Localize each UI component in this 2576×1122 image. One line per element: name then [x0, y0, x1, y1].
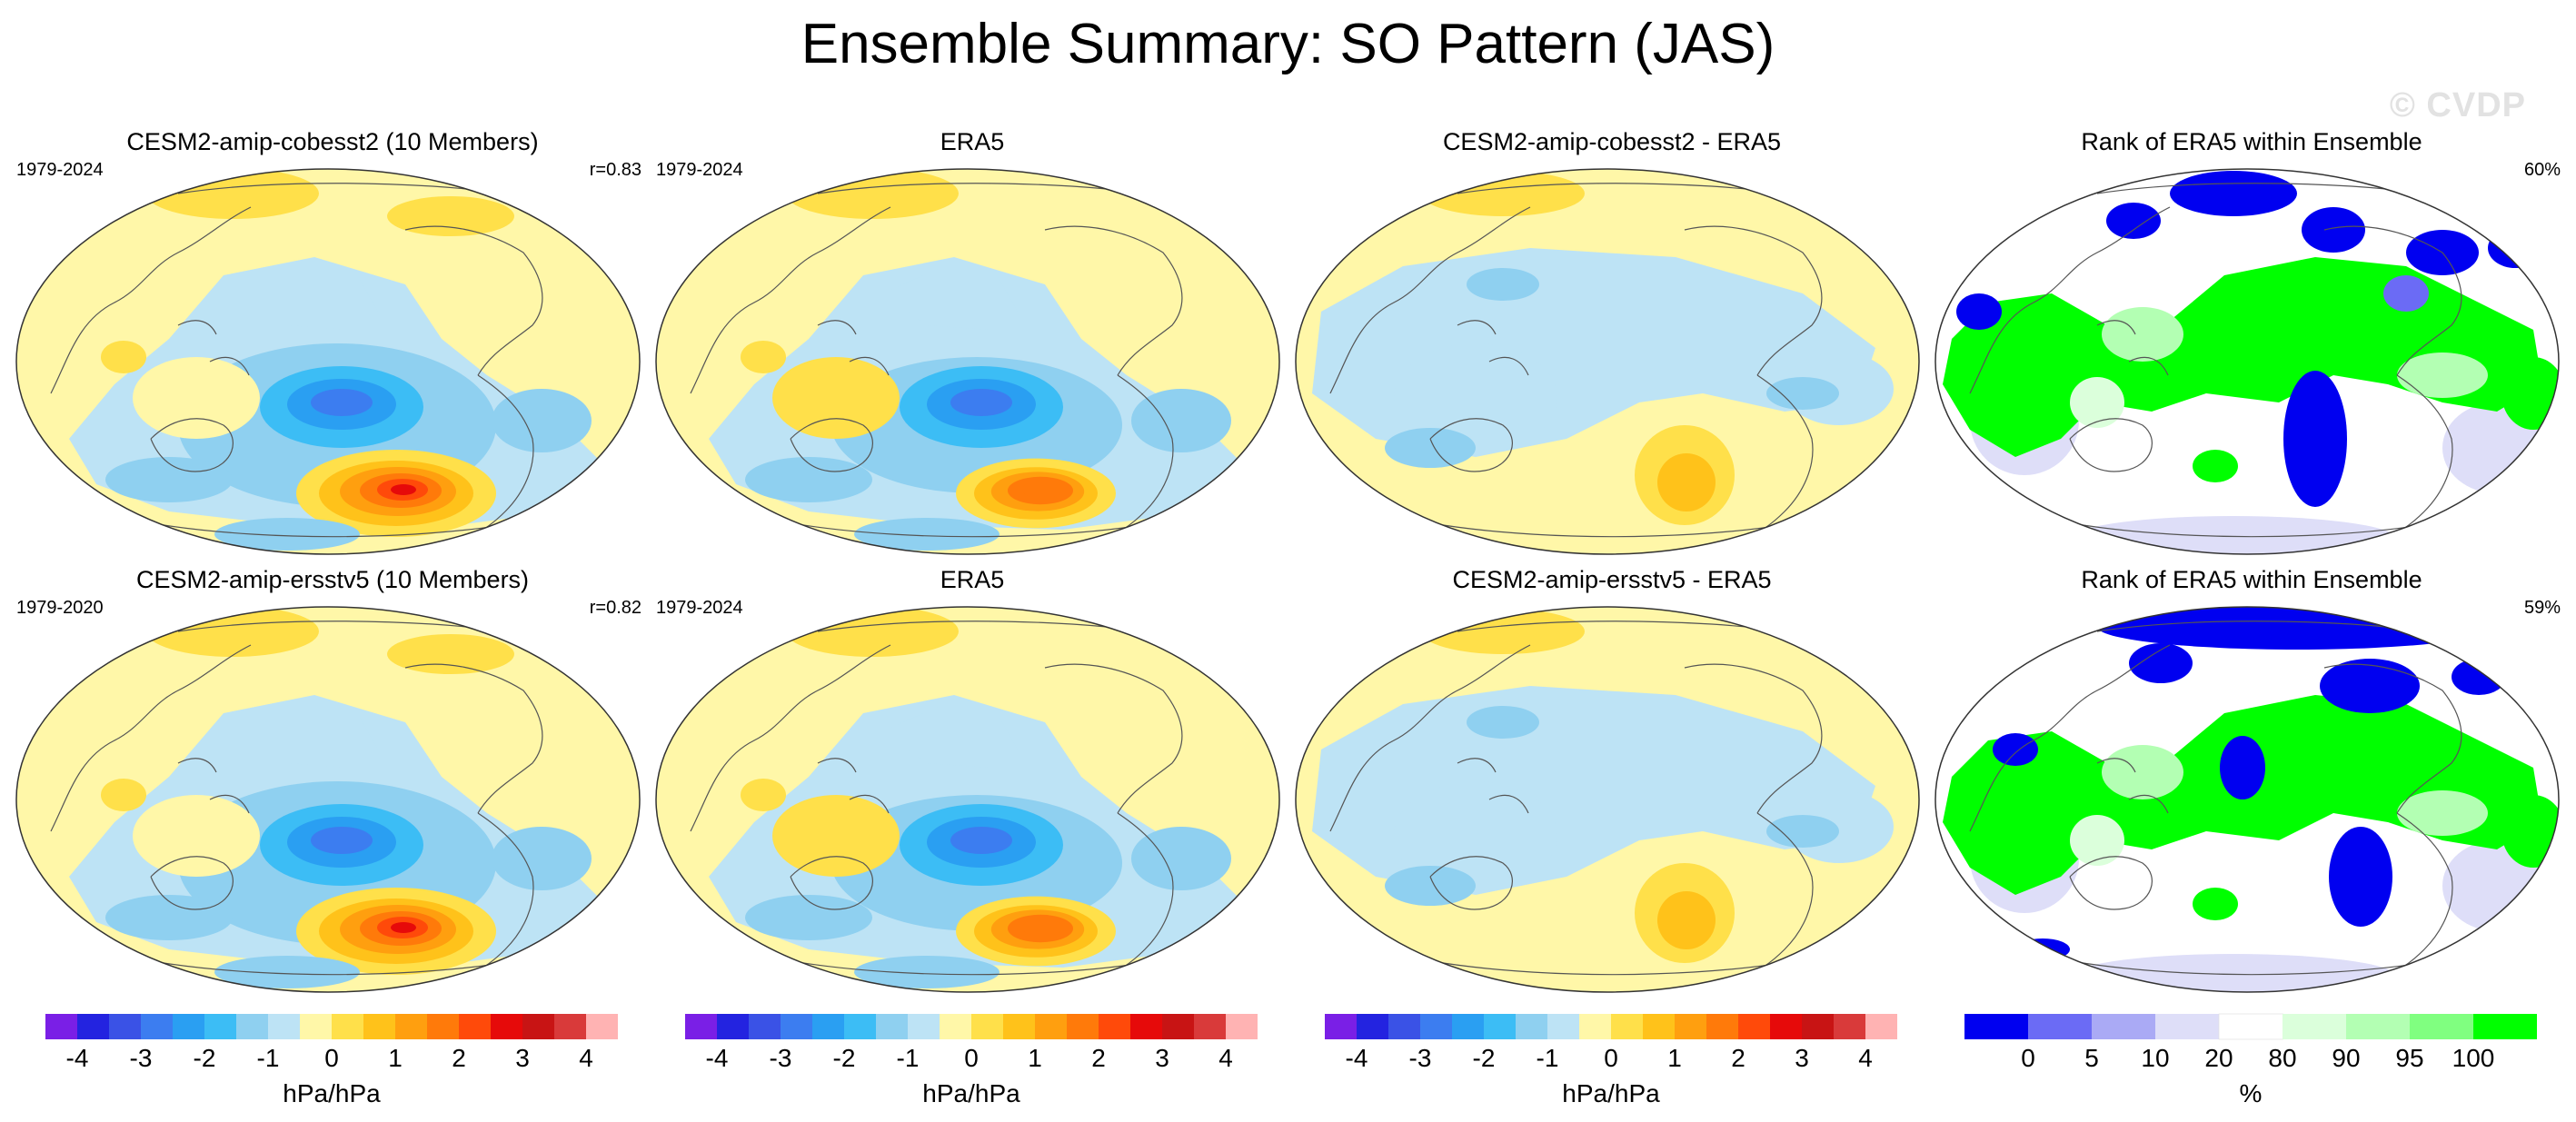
panel-correlation-label: r=0.82 — [589, 598, 642, 618]
colorbar-tick-labels: 0 5 10 20 80 90 95 100 — [1964, 1046, 2537, 1077]
colorbar-difference: -4 -3 -2 -1 0 1 2 3 4 hPa/hPa — [1325, 1013, 1897, 1113]
panel-rank-percent: 59% — [2523, 598, 2561, 618]
colorbar-tick: -1 — [1536, 1044, 1559, 1072]
map-projection — [1295, 606, 1920, 993]
colorbar-pattern-2: -4 -3 -2 -1 0 1 2 3 4 hPa/hPa — [685, 1013, 1258, 1113]
colorbar-tick: -2 — [193, 1044, 216, 1072]
panel-title: CESM2-amip-cobesst2 (10 Members) — [126, 128, 539, 155]
colorbar-unit-label: hPa/hPa — [283, 1079, 381, 1107]
panel-title: CESM2-amip-ersstv5 (10 Members) — [135, 566, 530, 593]
colorbar-swatches — [45, 1014, 618, 1039]
colorbar-tick: 2 — [1091, 1044, 1106, 1072]
colorbar-tick: -2 — [832, 1044, 856, 1072]
colorbar-tick: -1 — [256, 1044, 280, 1072]
panel-period-label: 1979-2020 — [16, 598, 104, 618]
colorbar-tick: 0 — [2021, 1044, 2035, 1072]
colorbar-tick: -3 — [769, 1044, 792, 1072]
colorbar-unit-label: % — [2239, 1079, 2263, 1107]
map-panel-r2c4: Rank of ERA5 within Ensemble 59% — [1934, 568, 2570, 1004]
panel-correlation-label: r=0.83 — [589, 160, 642, 180]
colorbar-tick: 3 — [1795, 1044, 1809, 1072]
map-panel-r1c2: ERA5 1979-2024 — [654, 130, 1290, 566]
panel-title: ERA5 — [940, 566, 1005, 593]
colorbar-tick: -4 — [1345, 1044, 1368, 1072]
colorbar-tick: -3 — [129, 1044, 153, 1072]
colorbar-unit-label: hPa/hPa — [1562, 1079, 1660, 1107]
colorbar-tick: 2 — [452, 1044, 466, 1072]
colorbar-swatches — [1325, 1014, 1897, 1039]
colorbar-tick: 95 — [2395, 1044, 2424, 1072]
map-projection — [15, 606, 641, 993]
colorbar-tick: -2 — [1472, 1044, 1496, 1072]
colorbar-tick-labels: -4 -3 -2 -1 0 1 2 3 4 — [45, 1046, 618, 1077]
colorbar-rank: 0 5 10 20 80 90 95 100% — [1964, 1013, 2537, 1113]
colorbar-swatches — [685, 1014, 1258, 1039]
colorbar-tick: 0 — [324, 1044, 339, 1072]
cvdp-watermark: © CVDP — [2389, 86, 2526, 124]
map-panel-r1c1: CESM2-amip-cobesst2 (10 Members) 1979-202… — [15, 130, 651, 566]
colorbar-tick: 10 — [2141, 1044, 2170, 1072]
colorbar-tick: 4 — [1218, 1044, 1233, 1072]
panel-title: ERA5 — [940, 128, 1005, 155]
colorbar-tick: 5 — [2084, 1044, 2099, 1072]
map-panel-r2c1: CESM2-amip-ersstv5 (10 Members) 1979-2020… — [15, 568, 651, 1004]
colorbar-tick: 3 — [1155, 1044, 1169, 1072]
colorbar-swatches — [1964, 1013, 2537, 1040]
colorbar-tick: 1 — [1667, 1044, 1682, 1072]
map-panel-r2c3: CESM2-amip-ersstv5 - ERA5 — [1294, 568, 1930, 1004]
colorbar-tick: 0 — [964, 1044, 979, 1072]
colorbar-tick: -1 — [896, 1044, 920, 1072]
colorbar-tick: 4 — [1858, 1044, 1873, 1072]
panel-title: CESM2-amip-ersstv5 - ERA5 — [1452, 566, 1772, 593]
colorbar-tick: -4 — [65, 1044, 89, 1072]
colorbar-pattern-1: -4 -3 -2 -1 0 1 2 3 4 hPa/hPa — [45, 1013, 618, 1113]
map-panel-r1c3: CESM2-amip-cobesst2 - ERA5 — [1294, 130, 1930, 566]
panel-period-label: 1979-2024 — [16, 160, 104, 180]
map-projection — [1295, 168, 1920, 555]
map-projection — [1934, 168, 2560, 555]
colorbar-tick: 0 — [1604, 1044, 1618, 1072]
panel-rank-percent: 60% — [2523, 160, 2561, 180]
panel-title: Rank of ERA5 within Ensemble — [2081, 128, 2422, 155]
colorbar-tick: 2 — [1731, 1044, 1746, 1072]
colorbar-unit-label: hPa/hPa — [922, 1079, 1020, 1107]
colorbar-tick: 1 — [1028, 1044, 1042, 1072]
panel-title: Rank of ERA5 within Ensemble — [2081, 566, 2422, 593]
colorbar-tick: 80 — [2268, 1044, 2297, 1072]
map-projection — [15, 168, 641, 555]
map-panel-r1c4: Rank of ERA5 within Ensemble 60% — [1934, 130, 2570, 566]
panel-period-label: 1979-2024 — [656, 598, 743, 618]
panel-title: CESM2-amip-cobesst2 - ERA5 — [1442, 128, 1782, 155]
figure-title: Ensemble Summary: SO Pattern (JAS) — [801, 13, 1775, 75]
colorbar-tick-labels: -4 -3 -2 -1 0 1 2 3 4 — [685, 1046, 1258, 1077]
panel-period-label: 1979-2024 — [656, 160, 743, 180]
colorbar-tick: 100 — [2452, 1044, 2495, 1072]
colorbar-tick: 3 — [515, 1044, 530, 1072]
colorbar-tick-labels: -4 -3 -2 -1 0 1 2 3 4 — [1325, 1046, 1897, 1077]
colorbar-tick: 90 — [2332, 1044, 2361, 1072]
map-projection — [655, 168, 1280, 555]
map-panel-r2c2: ERA5 1979-2024 — [654, 568, 1290, 1004]
map-projection — [1934, 606, 2560, 993]
colorbar-tick: 4 — [579, 1044, 593, 1072]
colorbar-tick: 1 — [388, 1044, 403, 1072]
colorbar-tick: 20 — [2204, 1044, 2233, 1072]
map-projection — [655, 606, 1280, 993]
colorbar-tick: -3 — [1408, 1044, 1432, 1072]
colorbar-tick: -4 — [705, 1044, 729, 1072]
